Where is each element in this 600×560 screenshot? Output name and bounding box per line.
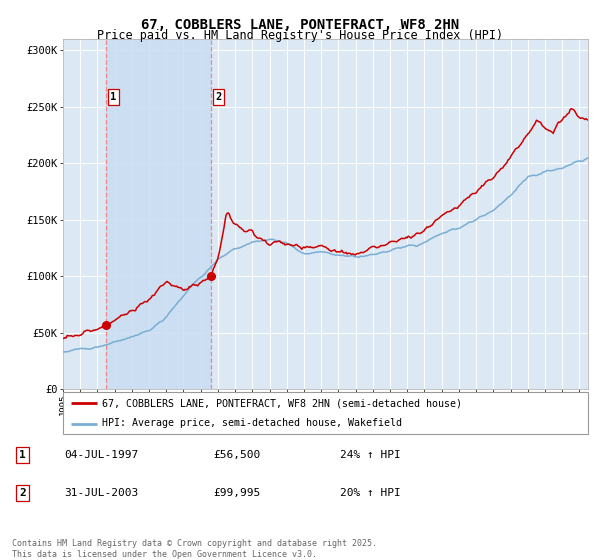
Text: £56,500: £56,500 bbox=[214, 450, 261, 460]
Bar bbox=[106, 39, 211, 389]
Text: 2: 2 bbox=[19, 488, 26, 498]
Text: 1: 1 bbox=[110, 92, 116, 102]
Text: 24% ↑ HPI: 24% ↑ HPI bbox=[340, 450, 401, 460]
Text: Contains HM Land Registry data © Crown copyright and database right 2025.
This d: Contains HM Land Registry data © Crown c… bbox=[12, 539, 377, 559]
Text: 31-JUL-2003: 31-JUL-2003 bbox=[64, 488, 138, 498]
Text: 1: 1 bbox=[19, 450, 26, 460]
Text: 67, COBBLERS LANE, PONTEFRACT, WF8 2HN (semi-detached house): 67, COBBLERS LANE, PONTEFRACT, WF8 2HN (… bbox=[103, 398, 463, 408]
Text: HPI: Average price, semi-detached house, Wakefield: HPI: Average price, semi-detached house,… bbox=[103, 418, 403, 428]
FancyBboxPatch shape bbox=[63, 392, 588, 434]
Text: Price paid vs. HM Land Registry's House Price Index (HPI): Price paid vs. HM Land Registry's House … bbox=[97, 29, 503, 42]
Text: 67, COBBLERS LANE, PONTEFRACT, WF8 2HN: 67, COBBLERS LANE, PONTEFRACT, WF8 2HN bbox=[141, 18, 459, 32]
Text: 04-JUL-1997: 04-JUL-1997 bbox=[64, 450, 138, 460]
Text: £99,995: £99,995 bbox=[214, 488, 261, 498]
Text: 2: 2 bbox=[215, 92, 221, 102]
Text: 20% ↑ HPI: 20% ↑ HPI bbox=[340, 488, 401, 498]
